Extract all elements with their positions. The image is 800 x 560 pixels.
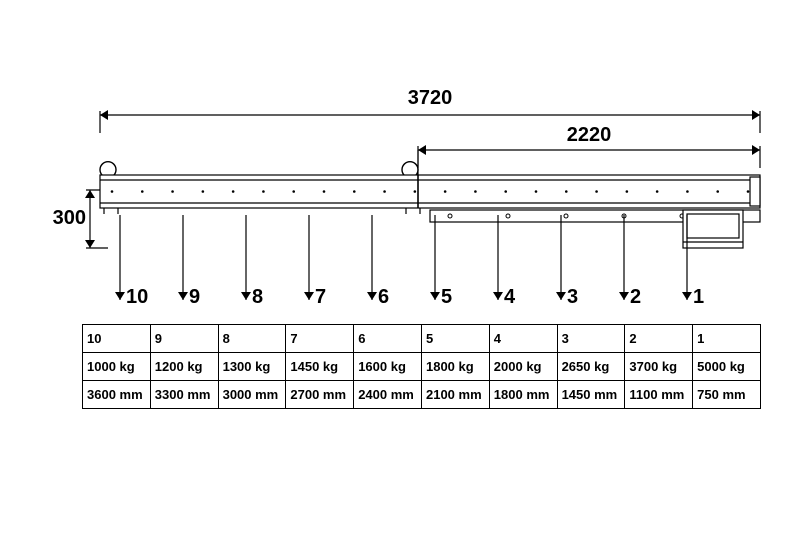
table-cell: 2100 mm [421, 381, 489, 409]
spec-table: 109876543211000 kg1200 kg1300 kg1450 kg1… [82, 324, 761, 409]
table-cell: 1450 kg [286, 353, 354, 381]
arrow-label: 3 [567, 286, 578, 309]
arrow-label: 8 [252, 286, 263, 309]
table-cell: 9 [150, 325, 218, 353]
table-row: 3600 mm3300 mm3000 mm2700 mm2400 mm2100 … [83, 381, 761, 409]
arrow-label: 4 [504, 286, 515, 309]
table-cell: 1800 mm [489, 381, 557, 409]
technical-drawing [0, 0, 800, 560]
table-cell: 8 [218, 325, 286, 353]
arrow-label: 7 [315, 286, 326, 309]
arrow-label: 2 [630, 286, 641, 309]
table-cell: 1800 kg [421, 353, 489, 381]
table-cell: 10 [83, 325, 151, 353]
table-cell: 2000 kg [489, 353, 557, 381]
arrow-label: 5 [441, 286, 452, 309]
dim-inner-label: 2220 [559, 124, 619, 147]
arrow-label: 9 [189, 286, 200, 309]
table-cell: 1 [693, 325, 761, 353]
arrow-label: 1 [693, 286, 704, 309]
table-cell: 2650 kg [557, 353, 625, 381]
arrow-label: 6 [378, 286, 389, 309]
table-cell: 5000 kg [693, 353, 761, 381]
table-cell: 1300 kg [218, 353, 286, 381]
table-cell: 1000 kg [83, 353, 151, 381]
table-cell: 1600 kg [354, 353, 422, 381]
table-cell: 3300 mm [150, 381, 218, 409]
table-cell: 3 [557, 325, 625, 353]
table-cell: 3700 kg [625, 353, 693, 381]
table-cell: 2 [625, 325, 693, 353]
table-cell: 750 mm [693, 381, 761, 409]
table-row: 10987654321 [83, 325, 761, 353]
table-cell: 1100 mm [625, 381, 693, 409]
table-cell: 4 [489, 325, 557, 353]
dim-total-label: 3720 [400, 87, 460, 110]
table-cell: 2400 mm [354, 381, 422, 409]
table-cell: 7 [286, 325, 354, 353]
table-row: 1000 kg1200 kg1300 kg1450 kg1600 kg1800 … [83, 353, 761, 381]
table-cell: 1450 mm [557, 381, 625, 409]
dim-height-label: 300 [36, 207, 86, 230]
table-cell: 3000 mm [218, 381, 286, 409]
diagram-canvas: 3720 2220 300 10987654321 10987654321100… [0, 0, 800, 560]
table-cell: 6 [354, 325, 422, 353]
table-cell: 2700 mm [286, 381, 354, 409]
table-cell: 5 [421, 325, 489, 353]
table-cell: 3600 mm [83, 381, 151, 409]
table-cell: 1200 kg [150, 353, 218, 381]
arrow-label: 10 [126, 286, 148, 309]
